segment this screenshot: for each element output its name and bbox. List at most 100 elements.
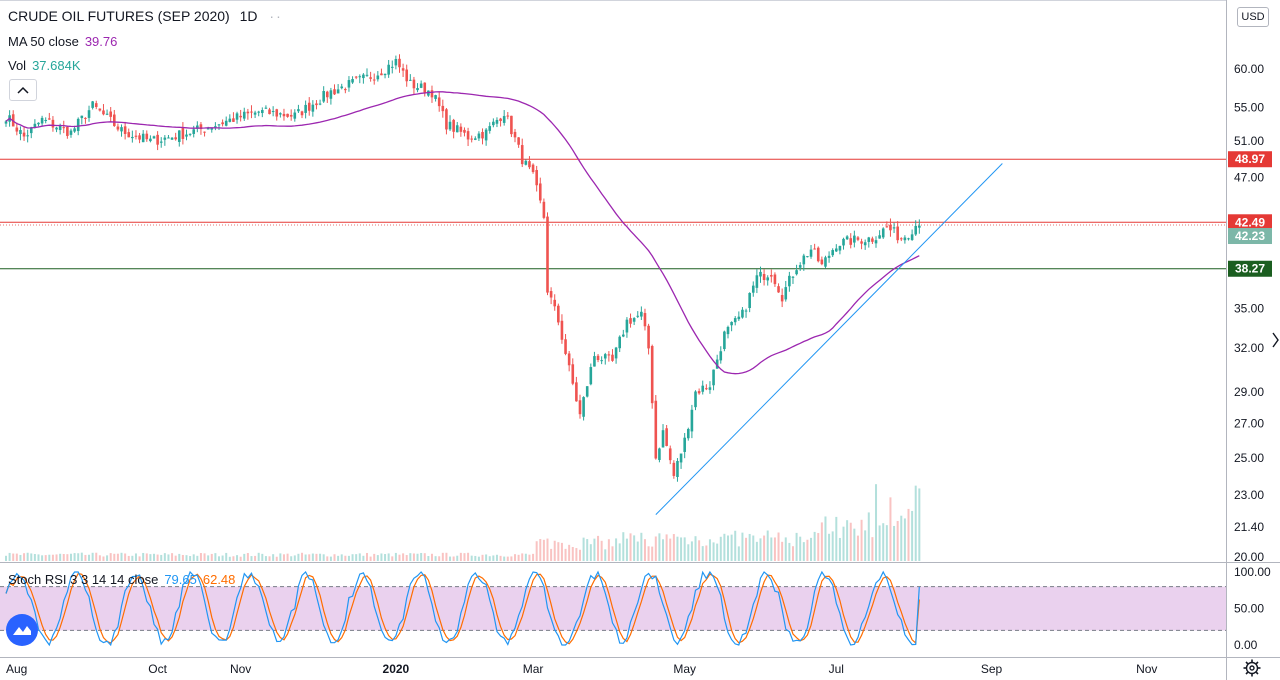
candle[interactable] (661, 424, 665, 448)
candle[interactable] (881, 227, 885, 239)
gear-icon[interactable] (1243, 659, 1261, 677)
candle[interactable] (596, 354, 600, 363)
candle[interactable] (242, 107, 246, 121)
candle[interactable] (499, 117, 502, 127)
candle[interactable] (535, 165, 538, 192)
candle[interactable] (69, 128, 73, 138)
candle[interactable] (141, 130, 145, 143)
candle[interactable] (867, 236, 871, 248)
candle[interactable] (770, 269, 773, 283)
candle[interactable] (640, 306, 643, 321)
candle[interactable] (250, 105, 253, 119)
candle[interactable] (271, 106, 275, 117)
candle[interactable] (300, 110, 304, 119)
candle[interactable] (622, 329, 625, 338)
candle[interactable] (419, 80, 423, 89)
candle[interactable] (159, 137, 163, 148)
candle[interactable] (448, 115, 452, 132)
candle[interactable] (239, 109, 242, 122)
candle[interactable] (549, 287, 553, 305)
candle[interactable] (777, 283, 780, 293)
candle[interactable] (575, 376, 578, 402)
candle[interactable] (474, 136, 477, 141)
candle[interactable] (658, 447, 661, 463)
candle[interactable] (788, 271, 791, 292)
candle[interactable] (603, 352, 607, 365)
candle[interactable] (84, 117, 87, 124)
candle[interactable] (445, 107, 448, 135)
candle[interactable] (582, 396, 585, 421)
candle[interactable] (751, 281, 755, 297)
candle[interactable] (105, 109, 109, 116)
candle[interactable] (831, 248, 834, 257)
candle[interactable] (517, 137, 520, 148)
candle[interactable] (719, 346, 723, 364)
candle[interactable] (44, 117, 48, 124)
candle[interactable] (564, 334, 567, 356)
stoch-d-line[interactable] (5, 572, 920, 645)
candle[interactable] (149, 135, 152, 143)
candle[interactable] (878, 230, 881, 239)
candle[interactable] (733, 316, 737, 326)
candle[interactable] (470, 135, 473, 143)
candle[interactable] (466, 127, 470, 147)
candle[interactable] (376, 71, 380, 82)
candle[interactable] (780, 288, 784, 308)
candle[interactable] (109, 107, 112, 122)
candle[interactable] (138, 132, 141, 144)
candle[interactable] (629, 313, 632, 328)
candle[interactable] (560, 314, 564, 344)
candle[interactable] (344, 87, 347, 94)
candle[interactable] (755, 269, 759, 294)
candle[interactable] (484, 128, 488, 146)
candle[interactable] (401, 63, 405, 77)
candle[interactable] (506, 111, 510, 120)
candle[interactable] (907, 237, 910, 241)
candle[interactable] (672, 460, 676, 479)
candle[interactable] (315, 100, 318, 110)
candle[interactable] (553, 294, 557, 311)
candle[interactable] (120, 124, 123, 137)
candle[interactable] (820, 256, 824, 266)
candle[interactable] (358, 74, 362, 84)
candle[interactable] (282, 108, 286, 121)
candle[interactable] (607, 351, 611, 362)
currency-button[interactable]: USD (1237, 7, 1269, 27)
candle[interactable] (188, 133, 192, 137)
candle[interactable] (488, 122, 492, 134)
candle[interactable] (224, 116, 228, 127)
candle[interactable] (304, 100, 307, 119)
candle[interactable] (741, 307, 744, 319)
candle[interactable] (524, 159, 528, 166)
candle[interactable] (372, 73, 376, 85)
candle[interactable] (910, 229, 914, 241)
candle[interactable] (325, 90, 329, 103)
candle[interactable] (170, 137, 174, 140)
candle[interactable] (185, 129, 188, 141)
candle[interactable] (903, 235, 907, 244)
candle[interactable] (585, 386, 589, 398)
candle[interactable] (37, 122, 40, 127)
candle[interactable] (145, 130, 149, 142)
candle[interactable] (235, 111, 239, 124)
candle[interactable] (632, 317, 636, 326)
candle[interactable] (347, 76, 351, 92)
candle[interactable] (369, 71, 372, 82)
candle[interactable] (113, 109, 116, 127)
candle[interactable] (318, 99, 322, 106)
candle[interactable] (647, 323, 650, 355)
candle[interactable] (737, 311, 741, 322)
candle[interactable] (383, 73, 387, 79)
candle[interactable] (261, 107, 264, 118)
candle[interactable] (791, 276, 795, 284)
stoch-k-line[interactable] (5, 570, 920, 647)
candle[interactable] (726, 325, 730, 339)
candle[interactable] (257, 110, 260, 117)
candle[interactable] (394, 55, 398, 70)
candle[interactable] (127, 128, 131, 138)
candle[interactable] (62, 120, 66, 134)
candle[interactable] (723, 330, 726, 352)
candle[interactable] (362, 73, 365, 84)
candle[interactable] (600, 356, 603, 365)
candle[interactable] (625, 317, 629, 338)
